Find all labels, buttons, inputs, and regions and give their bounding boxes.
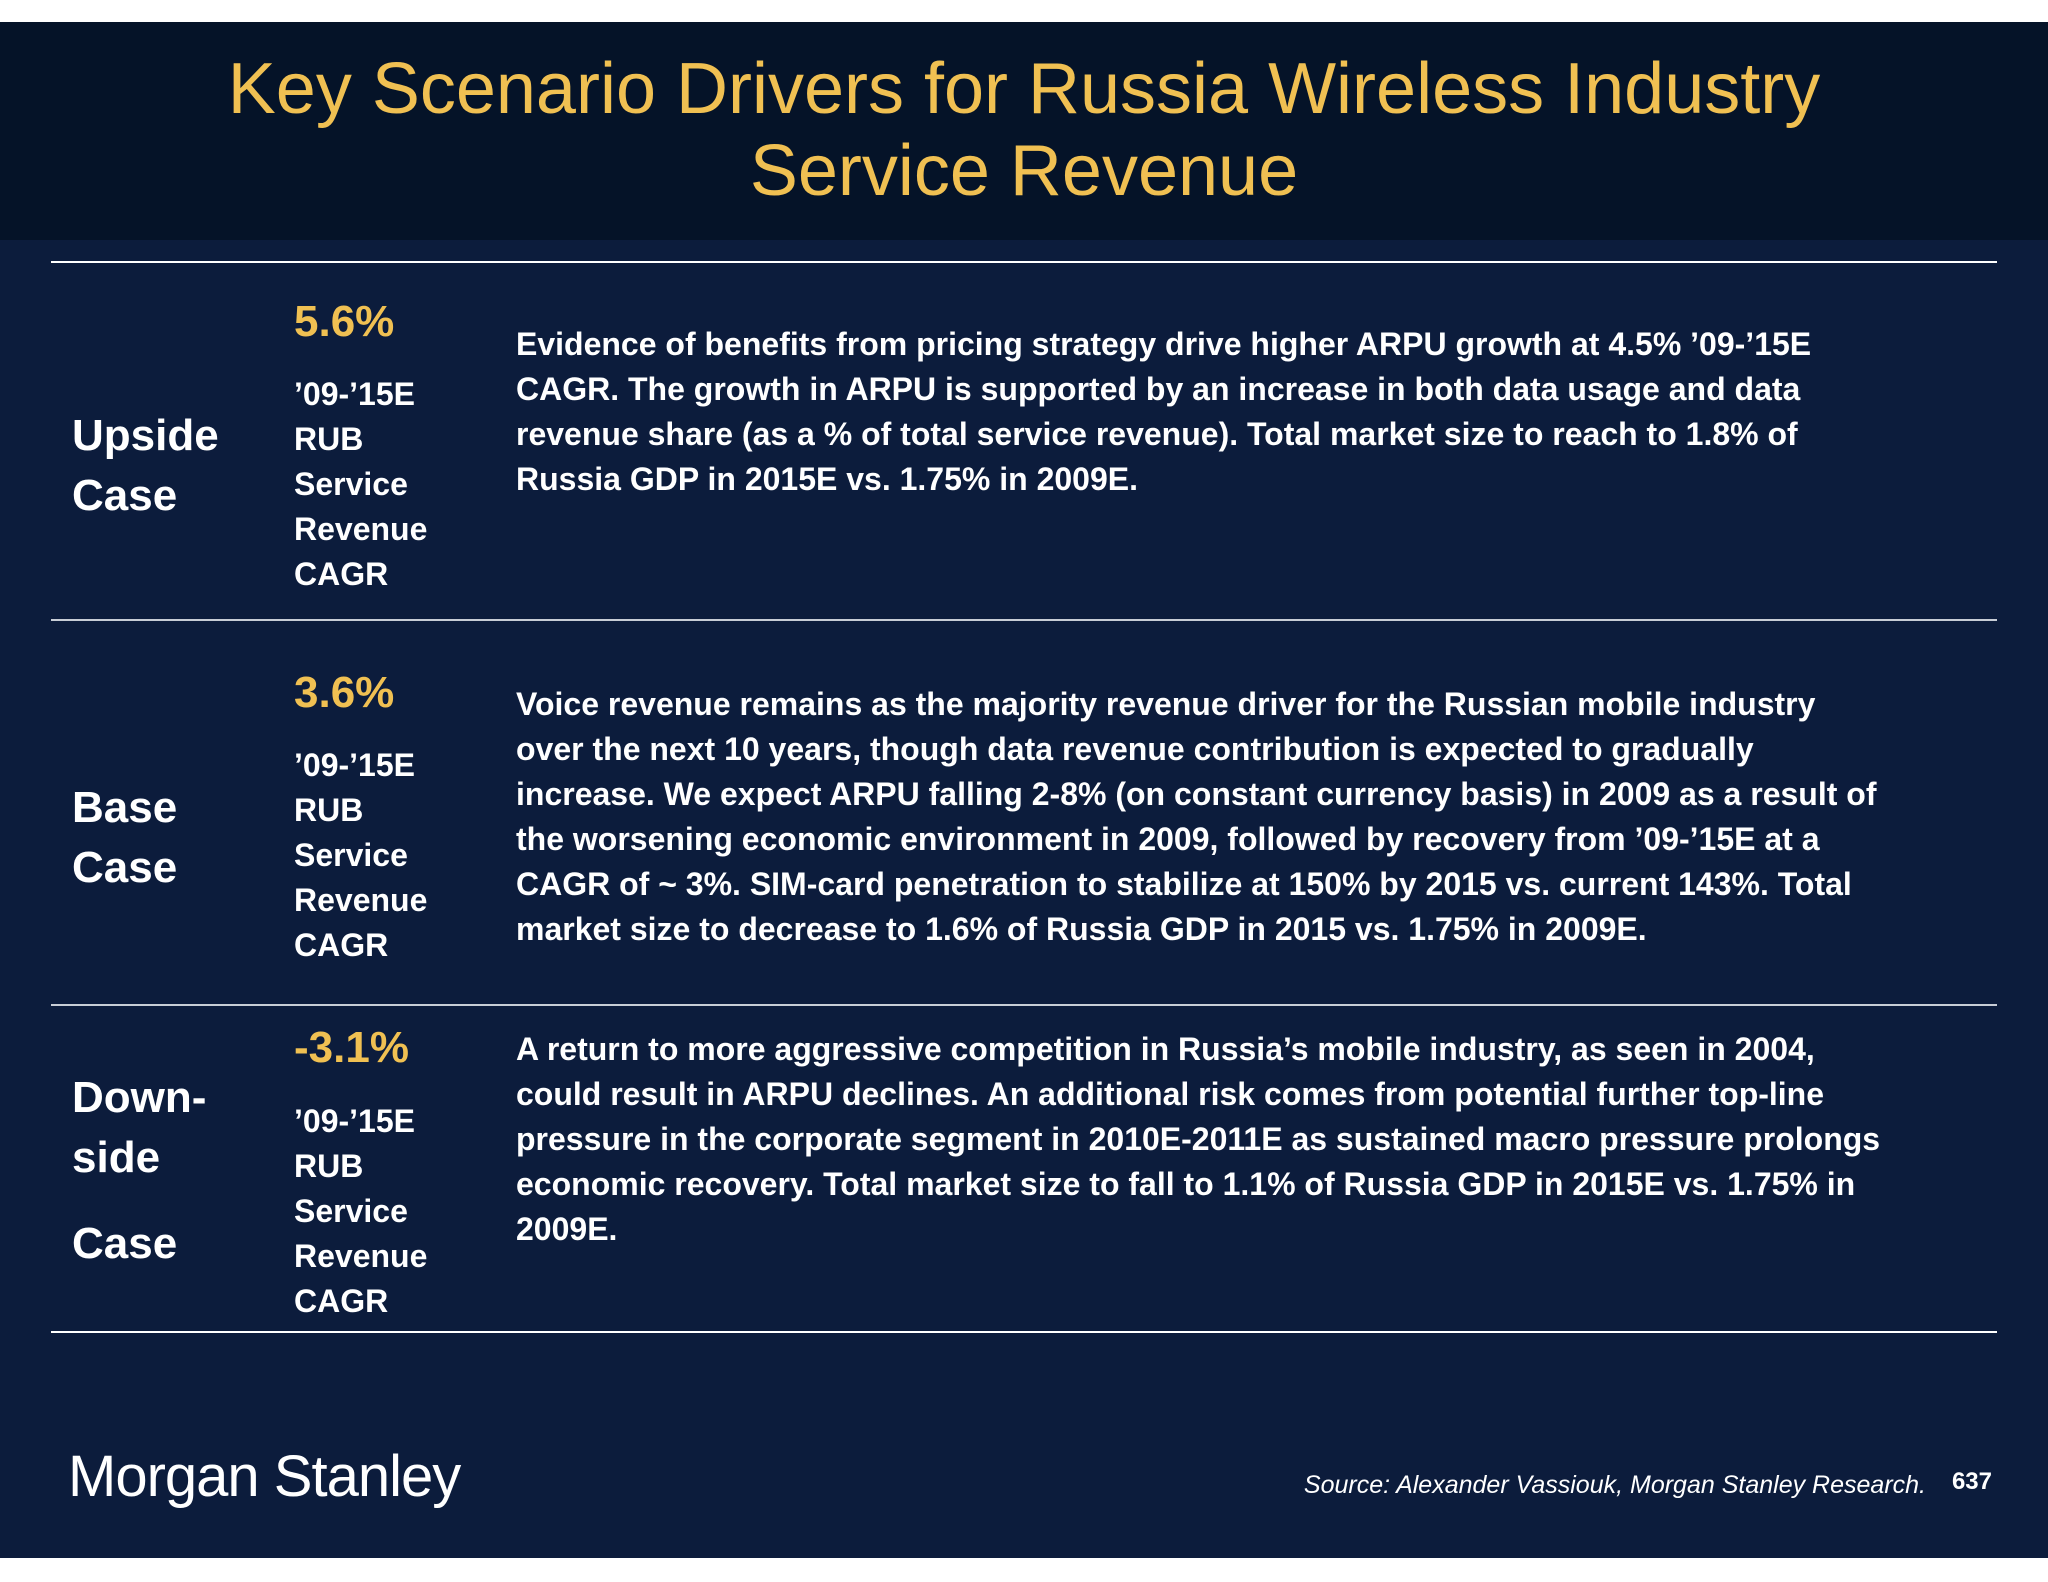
- desc-line: 2009E.: [516, 1211, 618, 1247]
- downside-case-label: Down- side Case: [72, 1068, 206, 1274]
- title-line: Key Scenario Drivers for Russia Wireless…: [227, 49, 1821, 129]
- page-number: 637: [1951, 1468, 1992, 1495]
- case-label-line: Upside: [72, 411, 219, 460]
- base-metric-label: ’09-’15E RUB Service Revenue CAGR: [294, 743, 427, 968]
- base-cagr-value: 3.6%: [294, 668, 395, 717]
- metric-line: CAGR: [294, 556, 389, 592]
- downside-cagr-value: -3.1%: [294, 1023, 409, 1072]
- bottom-divider: [51, 1331, 1997, 1333]
- base-description: Voice revenue remains as the majority re…: [516, 682, 1986, 952]
- desc-line: CAGR. The growth in ARPU is supported by…: [516, 371, 1801, 407]
- desc-line: increase. We expect ARPU falling 2-8% (o…: [516, 776, 1877, 812]
- upside-metric-label: ’09-’15E RUB Service Revenue CAGR: [294, 372, 427, 597]
- metric-line: ’09-’15E: [294, 1103, 415, 1139]
- desc-line: Evidence of benefits from pricing strate…: [516, 326, 1812, 362]
- metric-line: ’09-’15E: [294, 376, 415, 412]
- metric-line: Revenue: [294, 1238, 428, 1274]
- case-label-line: Down-: [72, 1073, 207, 1122]
- metric-line: Revenue: [294, 882, 428, 918]
- desc-line: Voice revenue remains as the majority re…: [516, 686, 1816, 722]
- desc-line: Russia GDP in 2015E vs. 1.75% in 2009E.: [516, 461, 1138, 497]
- desc-line: economic recovery. Total market size to …: [516, 1166, 1856, 1202]
- upside-cagr-value: 5.6%: [294, 297, 395, 346]
- case-label-line: side: [72, 1133, 161, 1182]
- title-line: Service Revenue: [749, 131, 1299, 211]
- case-label-line: Case: [72, 843, 178, 892]
- divider: [51, 619, 1997, 621]
- case-label-line: Case: [72, 1219, 178, 1268]
- metric-line: RUB: [294, 792, 364, 828]
- divider: [51, 1004, 1997, 1006]
- slide-title: Key Scenario Drivers for Russia Wireless…: [0, 48, 2048, 212]
- desc-line: could result in ARPU declines. An additi…: [516, 1076, 1825, 1112]
- desc-line: the worsening economic environment in 20…: [516, 821, 1820, 857]
- source-note: Source: Alexander Vassiouk, Morgan Stanl…: [1303, 1471, 1926, 1499]
- metric-line: Revenue: [294, 511, 428, 547]
- metric-line: CAGR: [294, 1283, 389, 1319]
- desc-line: A return to more aggressive competition …: [516, 1031, 1815, 1067]
- base-case-label: Base Case: [72, 778, 177, 898]
- upside-description: Evidence of benefits from pricing strate…: [516, 322, 1986, 502]
- downside-metric-label: ’09-’15E RUB Service Revenue CAGR: [294, 1099, 427, 1324]
- metric-line: RUB: [294, 421, 364, 457]
- morgan-stanley-logo: Morgan Stanley: [68, 1444, 461, 1509]
- desc-line: CAGR of ~ 3%. SIM-card penetration to st…: [516, 866, 1852, 902]
- downside-description: A return to more aggressive competition …: [516, 1027, 1986, 1252]
- slide: Key Scenario Drivers for Russia Wireless…: [0, 22, 2048, 1558]
- top-divider: [51, 261, 1997, 263]
- desc-line: over the next 10 years, though data reve…: [516, 731, 1754, 767]
- metric-line: Service: [294, 466, 408, 502]
- desc-line: pressure in the corporate segment in 201…: [516, 1121, 1881, 1157]
- desc-line: revenue share (as a % of total service r…: [516, 416, 1798, 452]
- upside-case-label: Upside Case: [72, 406, 219, 526]
- metric-line: CAGR: [294, 927, 389, 963]
- metric-line: Service: [294, 1193, 408, 1229]
- case-label-line: Base: [72, 783, 178, 832]
- case-label-line: Case: [72, 471, 178, 520]
- metric-line: RUB: [294, 1148, 364, 1184]
- metric-line: ’09-’15E: [294, 747, 415, 783]
- title-band: Key Scenario Drivers for Russia Wireless…: [0, 22, 2048, 240]
- metric-line: Service: [294, 837, 408, 873]
- desc-line: market size to decrease to 1.6% of Russi…: [516, 911, 1647, 947]
